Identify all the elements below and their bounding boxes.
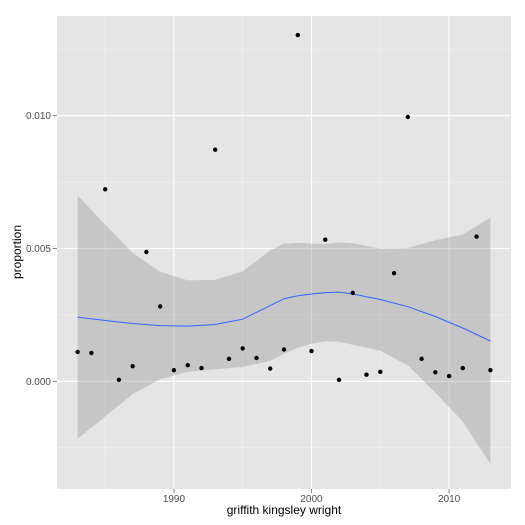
data-point (474, 234, 479, 239)
data-point (281, 347, 287, 352)
minor-gridlines (57, 16, 511, 489)
data-point (226, 356, 232, 361)
data-point (89, 350, 94, 356)
data-point (199, 365, 204, 371)
panel-background (57, 16, 511, 489)
smooth-line (77, 291, 491, 342)
data-point (254, 355, 259, 361)
x-tick-label: 2000 (300, 494, 323, 505)
data-point (240, 346, 245, 351)
tick-labels: 1990 2000 2010 0.000 0.005 0.010 (26, 111, 461, 505)
data-point (171, 368, 177, 373)
data-point (446, 373, 452, 379)
data-point (419, 356, 424, 361)
x-tick-label: 2010 (438, 494, 461, 505)
data-points (75, 32, 493, 382)
data-point (295, 32, 300, 38)
confidence-ribbon (77, 195, 491, 465)
data-point (364, 372, 369, 377)
y-tick-label: 0.005 (26, 244, 51, 255)
data-point (391, 271, 397, 276)
y-tick-label: 0.010 (26, 111, 51, 122)
data-point (158, 304, 163, 309)
data-point (213, 147, 218, 152)
data-point (378, 369, 383, 374)
major-gridlines (57, 16, 511, 489)
data-point (116, 377, 122, 382)
data-point (323, 237, 328, 242)
data-point (75, 349, 80, 355)
data-point (350, 290, 355, 296)
data-point (488, 368, 493, 373)
data-point (268, 366, 273, 371)
y-tick-label: 0.000 (26, 377, 51, 388)
data-point (433, 370, 438, 375)
x-axis-title: griffith kingsley wright (227, 503, 342, 517)
data-point (309, 348, 314, 354)
y-axis-title: proportion (10, 225, 24, 279)
data-point (185, 363, 190, 368)
data-point (103, 187, 108, 192)
data-point (460, 365, 465, 371)
data-point (405, 114, 410, 120)
x-tick-label: 1990 (163, 494, 186, 505)
data-point (130, 364, 135, 369)
data-point (336, 377, 342, 382)
data-point (144, 249, 149, 255)
axis-ticks (53, 115, 450, 493)
